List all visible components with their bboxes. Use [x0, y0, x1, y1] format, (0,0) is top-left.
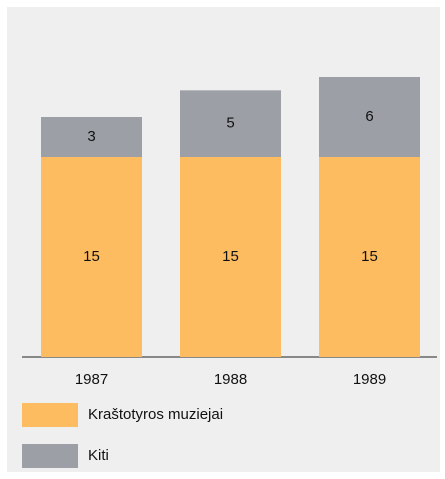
x-tick-label: 1988: [214, 371, 247, 388]
bar-segment: [41, 157, 142, 357]
bar-segment: [319, 157, 420, 357]
value-label: 15: [361, 248, 378, 265]
bar-segment: [41, 117, 142, 157]
legend-swatch: [22, 444, 78, 468]
x-tick-label: 1987: [75, 371, 108, 388]
value-label: 5: [226, 115, 234, 132]
value-label: 6: [365, 108, 373, 125]
legend-label: Kiti: [88, 447, 109, 464]
value-label: 3: [87, 128, 95, 145]
bar-segment: [180, 157, 281, 357]
legend-swatch: [22, 403, 78, 427]
value-label: 15: [83, 248, 100, 265]
bar-segment: [319, 77, 420, 157]
value-label: 15: [222, 248, 239, 265]
bar-segment: [180, 90, 281, 157]
legend-label: Kraštotyros muziejai: [88, 406, 223, 423]
x-tick-label: 1989: [353, 371, 386, 388]
